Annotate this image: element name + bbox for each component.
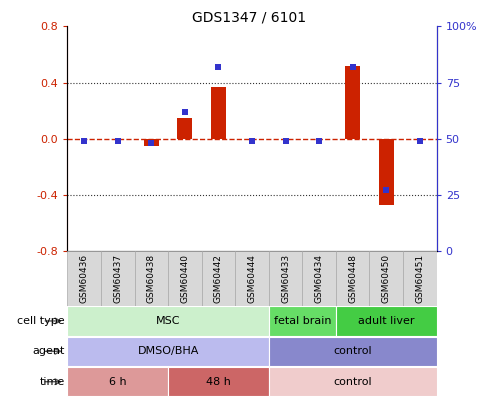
Text: adult liver: adult liver	[358, 316, 415, 326]
FancyBboxPatch shape	[235, 251, 269, 306]
Point	[215, 64, 223, 70]
FancyBboxPatch shape	[168, 367, 269, 396]
FancyBboxPatch shape	[168, 251, 202, 306]
FancyBboxPatch shape	[403, 251, 437, 306]
FancyBboxPatch shape	[67, 337, 269, 366]
Text: 48 h: 48 h	[206, 377, 231, 387]
Point	[181, 109, 189, 115]
Text: cell type: cell type	[17, 316, 65, 326]
FancyBboxPatch shape	[302, 251, 336, 306]
Text: GSM60450: GSM60450	[382, 254, 391, 303]
Point	[281, 138, 289, 144]
Text: agent: agent	[32, 346, 65, 356]
Text: GSM60444: GSM60444	[248, 254, 256, 303]
FancyBboxPatch shape	[336, 307, 437, 335]
Text: GSM60436: GSM60436	[80, 254, 89, 303]
Text: GSM60438: GSM60438	[147, 254, 156, 303]
Point	[80, 138, 88, 144]
FancyBboxPatch shape	[67, 307, 269, 335]
Text: control: control	[333, 377, 372, 387]
Bar	[144, 139, 159, 146]
Text: GDS1347 / 6101: GDS1347 / 6101	[193, 10, 306, 24]
FancyBboxPatch shape	[369, 251, 403, 306]
Text: DMSO/BHA: DMSO/BHA	[137, 346, 199, 356]
Text: GSM60448: GSM60448	[348, 254, 357, 303]
FancyBboxPatch shape	[67, 251, 101, 306]
Bar	[177, 117, 193, 139]
FancyBboxPatch shape	[269, 251, 302, 306]
Text: 6 h: 6 h	[109, 377, 127, 387]
Text: GSM60440: GSM60440	[180, 254, 189, 303]
Text: GSM60451: GSM60451	[415, 254, 424, 303]
FancyBboxPatch shape	[202, 251, 235, 306]
Point	[315, 138, 323, 144]
FancyBboxPatch shape	[101, 251, 135, 306]
Point	[382, 187, 390, 194]
Text: GSM60434: GSM60434	[315, 254, 324, 303]
Point	[248, 138, 256, 144]
FancyBboxPatch shape	[269, 307, 336, 335]
Text: control: control	[333, 346, 372, 356]
FancyBboxPatch shape	[135, 251, 168, 306]
FancyBboxPatch shape	[67, 367, 168, 396]
Point	[147, 140, 155, 147]
FancyBboxPatch shape	[269, 367, 437, 396]
Bar	[345, 66, 360, 139]
Bar	[211, 87, 226, 139]
Point	[416, 138, 424, 144]
Point	[349, 64, 357, 70]
Text: GSM60442: GSM60442	[214, 254, 223, 303]
Text: GSM60437: GSM60437	[113, 254, 122, 303]
Text: time: time	[39, 377, 65, 387]
Bar	[379, 139, 394, 205]
Point	[114, 138, 122, 144]
Text: MSC: MSC	[156, 316, 180, 326]
FancyBboxPatch shape	[269, 337, 437, 366]
FancyBboxPatch shape	[336, 251, 369, 306]
Text: GSM60433: GSM60433	[281, 254, 290, 303]
Text: fetal brain: fetal brain	[273, 316, 331, 326]
